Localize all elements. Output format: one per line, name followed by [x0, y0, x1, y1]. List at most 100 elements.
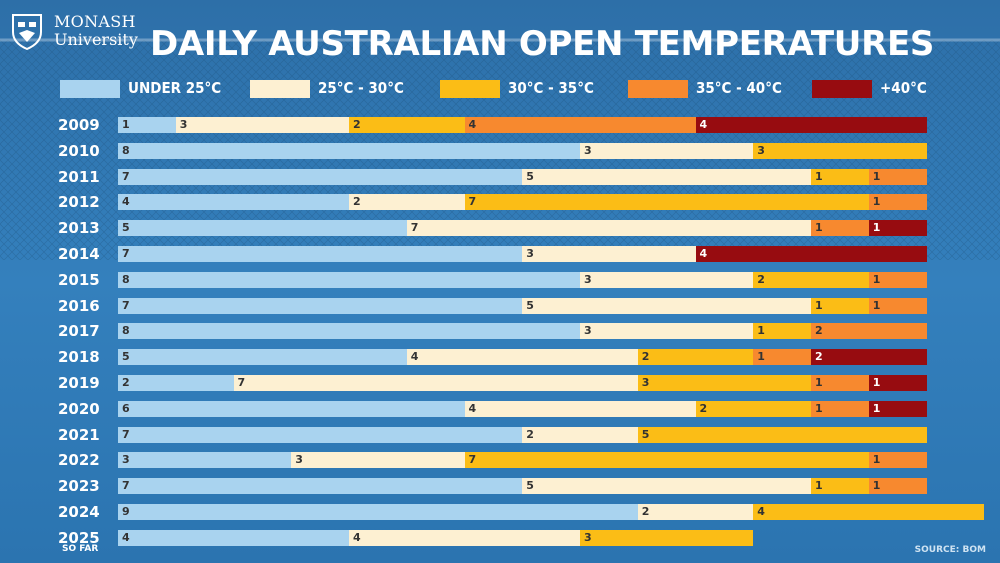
bar-segment: 7 [118, 168, 523, 185]
data-label: 1 [872, 401, 881, 415]
bar-segment: 5 [637, 426, 927, 443]
bar-segment: 2 [695, 400, 811, 417]
legend-swatch [812, 80, 872, 98]
bar-segment: 1 [868, 168, 927, 185]
bar-segment: 7 [406, 220, 811, 237]
bar-segment: 3 [580, 323, 754, 340]
data-label: 4 [699, 247, 708, 260]
data-label: 3 [295, 453, 303, 467]
year-label: 2023 [58, 477, 100, 496]
data-label: 4 [757, 505, 765, 518]
year-label: 2017 [58, 322, 100, 341]
bar-segment: 2 [637, 504, 754, 520]
bar-segment: 4 [695, 117, 927, 133]
data-label: 6 [122, 401, 130, 415]
bar-segment: 3 [175, 117, 349, 133]
year-label: 2012 [58, 193, 100, 212]
year-label: 2014 [58, 245, 100, 263]
legend-swatch [60, 80, 120, 98]
bar-segment: 5 [118, 349, 407, 366]
data-label: 1 [757, 350, 765, 364]
data-label: 4 [468, 401, 477, 415]
year-label: 2010 [58, 141, 100, 160]
bar-segment: 2 [522, 426, 638, 443]
data-label: 7 [122, 169, 130, 183]
data-label: 1 [757, 324, 765, 338]
data-label: 7 [122, 479, 130, 493]
bar-segment: 1 [811, 478, 869, 495]
bar-segment: 3 [580, 529, 754, 546]
data-label: 7 [468, 453, 477, 467]
data-label: 1 [815, 401, 823, 415]
bar-segment: 8 [118, 323, 580, 340]
legend-label: UNDER 25°C [128, 79, 222, 97]
bar-segment: 1 [868, 194, 927, 211]
data-label: 3 [526, 247, 534, 260]
data-label: 4 [122, 530, 130, 544]
bar-segment: 1 [811, 168, 869, 185]
bar-segment: 3 [291, 452, 465, 469]
data-label: 1 [872, 298, 881, 312]
data-label: 1 [872, 169, 881, 183]
bar-segment: 7 [118, 478, 523, 495]
legend-label: 35°C - 40°C [696, 79, 782, 97]
bar-segment: 1 [753, 349, 811, 366]
bar-segment: 4 [118, 529, 349, 546]
legend-label: +40°C [880, 79, 927, 97]
bar-segment: 1 [811, 220, 869, 237]
year-label: 2024 [58, 503, 100, 521]
bar-segment: 3 [118, 452, 292, 469]
bar-segment: 5 [522, 168, 811, 185]
year-label: 2021 [58, 425, 100, 444]
bar-segment: 4 [118, 194, 349, 211]
so-far-note: SO FAR [62, 544, 99, 554]
bar-segment: 6 [118, 400, 465, 417]
bar-segment: 4 [753, 504, 985, 520]
legend-label: 25°C - 30°C [318, 79, 404, 97]
data-label: 2 [353, 118, 361, 131]
data-label: 1 [815, 221, 823, 235]
bar-segment: 1 [811, 297, 869, 314]
bar-segment: 1 [868, 297, 927, 314]
data-label: 4 [410, 350, 419, 364]
bar-segment: 5 [522, 297, 811, 314]
bar-segment: 3 [580, 142, 754, 159]
data-label: 4 [353, 530, 361, 544]
year-label: 2025 [58, 528, 100, 547]
data-label: 5 [526, 169, 534, 183]
data-label: 8 [122, 324, 130, 338]
bar-segment: 4 [406, 349, 638, 366]
data-label: 1 [872, 221, 881, 235]
data-label: 8 [122, 143, 130, 157]
data-label: 4 [468, 118, 477, 131]
bar-segment: 5 [522, 478, 811, 495]
year-label: 2019 [58, 374, 100, 392]
data-label: 2 [641, 505, 650, 518]
bar-segment: 5 [118, 220, 407, 237]
bar-segment: 3 [637, 375, 811, 391]
data-label: 3 [757, 143, 765, 157]
data-label: 5 [122, 350, 130, 364]
bar-segment: 4 [464, 400, 696, 417]
bar-segment: 2 [349, 117, 465, 133]
data-label: 2 [815, 324, 823, 338]
bar-segment: 2 [118, 375, 234, 391]
bar-segment: 3 [753, 142, 927, 159]
crest-icon [12, 14, 42, 50]
bar-segment: 8 [118, 271, 580, 288]
legend-swatch [440, 80, 500, 98]
bar-segment: 7 [233, 375, 638, 391]
bar-segment: 2 [349, 194, 465, 211]
data-label: 1 [872, 376, 881, 389]
bar-segment: 9 [118, 504, 638, 520]
data-label: 1 [815, 479, 823, 493]
legend-swatch [250, 80, 310, 98]
bar-segment: 1 [811, 375, 869, 391]
bar-segment: 4 [695, 246, 927, 262]
year-label: 2022 [58, 451, 100, 470]
data-label: 2 [699, 401, 708, 415]
data-label: 1 [122, 118, 130, 131]
legend-swatch [628, 80, 688, 98]
data-label: 4 [122, 195, 130, 209]
bar-segment: 1 [868, 375, 927, 391]
